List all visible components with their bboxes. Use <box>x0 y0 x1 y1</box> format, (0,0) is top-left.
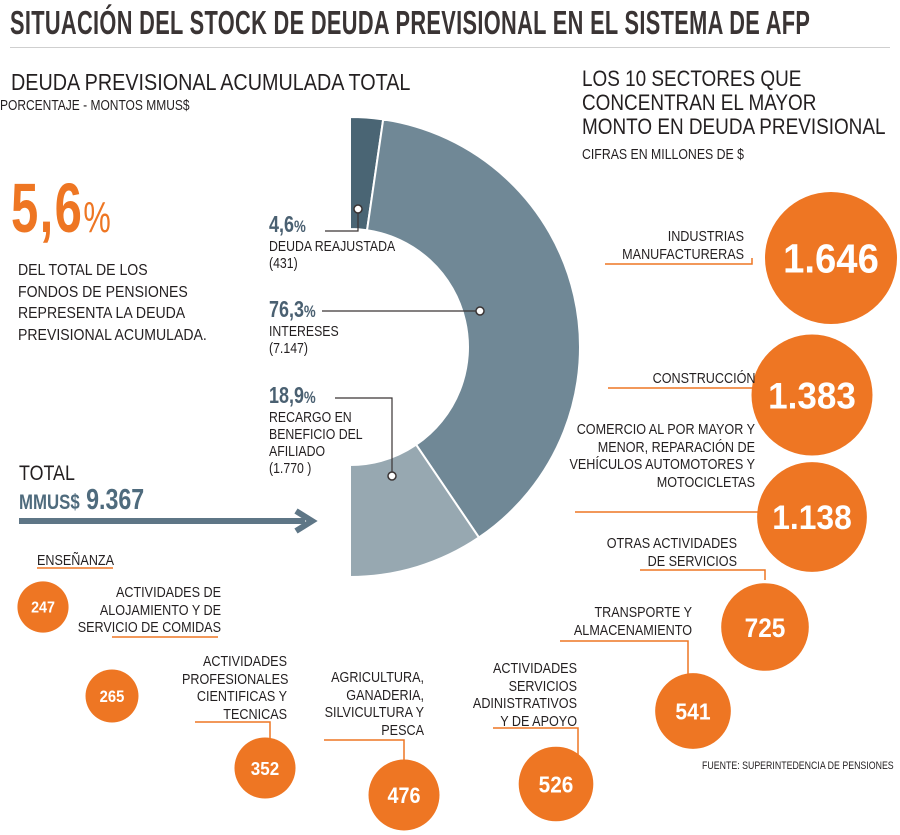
sector-bubble <box>518 746 594 822</box>
sector-bubble <box>757 462 867 572</box>
slice-percent-value: 18,9 <box>269 382 304 408</box>
sector-bubble <box>765 192 897 324</box>
slice-name: INTERESES <box>269 323 339 340</box>
slice-percent: 18,9% <box>269 382 316 408</box>
sector-label-agricultura: AGRICULTURA, GANADERIA, SILVICULTURA Y P… <box>324 669 424 739</box>
sector-label-administrativos: ACTIVIDADES SERVICIOS ADINISTRATIVOS Y D… <box>472 660 577 730</box>
sector-label-profesionales: ACTIVIDADES PROFESIONALES CIENTIFICAS Y … <box>182 653 289 723</box>
sector-leader-line <box>605 258 753 265</box>
fund-share-description: DEL TOTAL DE LOS FONDOS DE PENSIONES REP… <box>18 262 207 344</box>
slice-leader-dot-0 <box>353 204 363 214</box>
slice-amount: (1.770 ) <box>269 460 312 477</box>
fund-share-value: 5,6% <box>11 168 112 248</box>
slice-percent: 4,6% <box>269 211 306 237</box>
donut-slice-2 <box>349 443 481 579</box>
sector-label-ensenanza: ENSEÑANZA <box>37 552 115 569</box>
slice-amount: (431) <box>269 255 298 272</box>
donut-chart-title: DEUDA PREVISIONAL ACUMULADA TOTAL <box>11 69 411 95</box>
sector-bubble-value: 1.138 <box>772 499 852 537</box>
slice-name: RECARGO EN BENEFICIO DEL AFILIADO <box>269 409 363 460</box>
page-title: SITUACIÓN DEL STOCK DE DEUDA PREVISIONAL… <box>10 4 811 41</box>
sector-bubble <box>655 673 731 749</box>
fund-share-number: 5,6 <box>11 169 84 247</box>
sector-bubble-value: 526 <box>539 771 574 797</box>
sector-leader-line <box>560 640 689 680</box>
source-note: FUENTE: SUPERINTEDENCIA DE PENSIONES <box>702 760 894 772</box>
sector-bubble-value: 541 <box>675 698 710 724</box>
sector-bubble <box>234 737 296 799</box>
leader-lines <box>322 204 485 481</box>
sector-bubbles: 1.646 1.383 1.138 725 541 526 476 352 265 247 <box>17 192 897 831</box>
sector-bubble <box>721 583 809 671</box>
donut-slice-1 <box>365 118 581 539</box>
total-amount: MMUS$ 9.367 <box>19 484 144 517</box>
slice-leader-line-0 <box>325 209 359 232</box>
slice-leader-dot-1 <box>475 306 485 316</box>
sector-bubble <box>368 759 440 831</box>
sector-bubble-value: 1.646 <box>783 236 879 282</box>
sectors-subtitle: CIFRAS EN MILLONES DE $ <box>582 146 745 163</box>
sector-bubble-value: 352 <box>251 759 279 780</box>
sector-bubble <box>85 669 139 723</box>
donut-chart <box>349 115 581 579</box>
sector-bubble <box>17 581 69 633</box>
donut-chart-subtitle: PORCENTAJE - MONTOS MMUS$ <box>0 97 190 114</box>
sectors-title: LOS 10 SECTORES QUE CONCENTRAN EL MAYOR … <box>582 66 886 139</box>
slice-label-intereses: 76,3% INTERESES (7.147) <box>269 296 354 357</box>
slice-percent: 76,3% <box>269 296 316 322</box>
sector-bubble <box>751 334 873 456</box>
sector-label-construccion: CONSTRUCCIÓN <box>652 370 755 387</box>
sector-label-alojamiento: ACTIVIDADES DE ALOJAMIENTO Y DE SERVICIO… <box>77 584 221 636</box>
sector-bubble-value: 265 <box>100 688 125 706</box>
slice-leader-line-2 <box>335 397 393 476</box>
slice-label-deuda-reajustada: 4,6% DEUDA REAJUSTADA (431) <box>269 211 439 272</box>
total-unit: MMUS$ <box>19 491 80 514</box>
total-number: 9.367 <box>86 484 145 516</box>
slice-leader-dot-2 <box>387 471 397 481</box>
sector-label-transporte: TRANSPORTE Y ALMACENAMIENTO <box>573 604 692 639</box>
sector-bubble-value: 476 <box>387 783 420 808</box>
slice-label-recargo: 18,9% RECARGO EN BENEFICIO DEL AFILIADO … <box>269 382 389 477</box>
total-label: TOTAL <box>19 462 75 485</box>
slice-name: DEUDA REAJUSTADA <box>269 238 396 255</box>
slice-percent-value: 4,6 <box>269 211 294 237</box>
title-divider <box>10 47 890 48</box>
sector-label-comercio: COMERCIO AL POR MAYOR Y MENOR, REPARACIÓ… <box>569 421 755 491</box>
total-arrow-icon <box>19 508 318 534</box>
fund-share-percent-sign: % <box>83 193 113 242</box>
sector-leader-line <box>493 727 579 755</box>
sector-bubble-value: 1.383 <box>768 375 856 417</box>
sector-label-industrias: INDUSTRIAS MANUFACTURERAS <box>622 228 744 263</box>
slice-amount: (7.147) <box>269 340 308 357</box>
sector-bubble-value: 725 <box>745 612 786 643</box>
sector-leader-line <box>324 739 405 760</box>
slice-percent-value: 76,3 <box>269 296 304 322</box>
sector-leader-line <box>640 569 766 580</box>
sector-leader-line <box>195 721 271 740</box>
sector-label-otras: OTRAS ACTIVIDADES DE SERVICIOS <box>606 535 737 570</box>
sector-bubble-value: 247 <box>31 600 55 617</box>
